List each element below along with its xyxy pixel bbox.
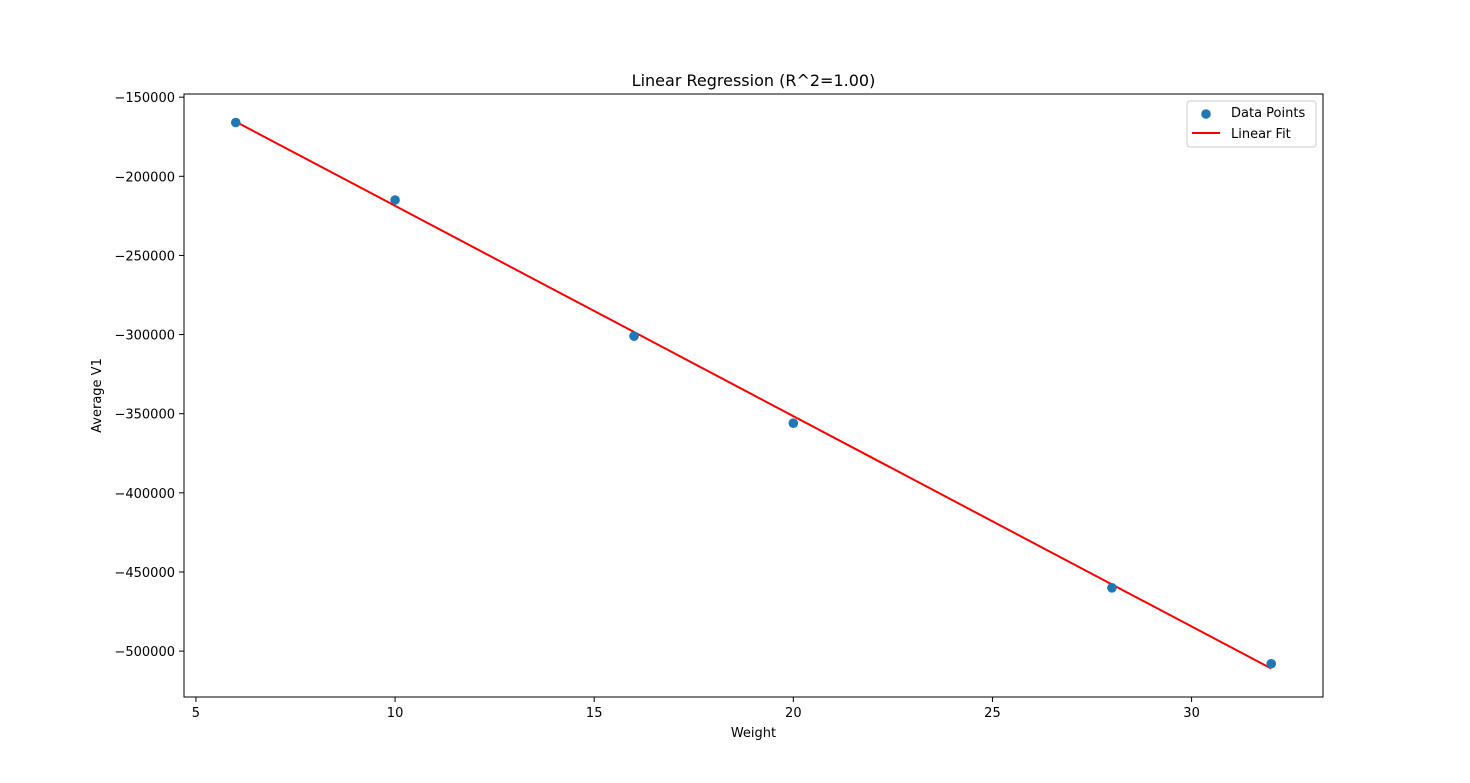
data-point (629, 331, 639, 341)
y-tick-label: −350000 (114, 408, 175, 423)
x-tick-label: 20 (785, 706, 802, 721)
x-axis: 5 10 15 20 25 30 (192, 697, 1200, 721)
y-axis: −150000 −200000 −250000 −300000 −350000 −4000… (114, 91, 184, 660)
data-point (390, 195, 400, 205)
x-tick-label: 5 (192, 706, 200, 721)
y-tick-label: −200000 (114, 170, 175, 185)
x-tick-label: 25 (984, 706, 1001, 721)
legend: Data Points Linear Fit (1186, 100, 1317, 148)
legend-data-points-label: Data Points (1231, 106, 1305, 121)
y-tick-label: −300000 (114, 329, 175, 344)
legend-box (1186, 100, 1317, 148)
data-point (1107, 583, 1117, 593)
legend-data-points-marker (1201, 109, 1211, 119)
data-point (230, 117, 241, 128)
y-tick-label: −400000 (114, 487, 175, 502)
y-tick-label: −450000 (114, 566, 175, 581)
y-axis-title: Average V1 (90, 358, 105, 433)
chart-title: Linear Regression (R^2=1.00) (632, 71, 876, 90)
y-tick-label: −500000 (114, 645, 175, 660)
x-tick-label: 10 (387, 706, 404, 721)
plot-frame (183, 93, 1324, 698)
y-tick-label: −250000 (114, 249, 175, 264)
y-tick-label: −150000 (114, 91, 175, 106)
x-axis-title: Weight (731, 726, 776, 741)
data-point (1266, 658, 1277, 669)
fit-line (235, 120, 1272, 670)
x-tick-label: 15 (586, 706, 603, 721)
plot-marks (230, 117, 1277, 670)
x-tick-label: 30 (1183, 706, 1200, 721)
data-point (788, 418, 799, 429)
legend-linear-fit-label: Linear Fit (1231, 127, 1291, 142)
